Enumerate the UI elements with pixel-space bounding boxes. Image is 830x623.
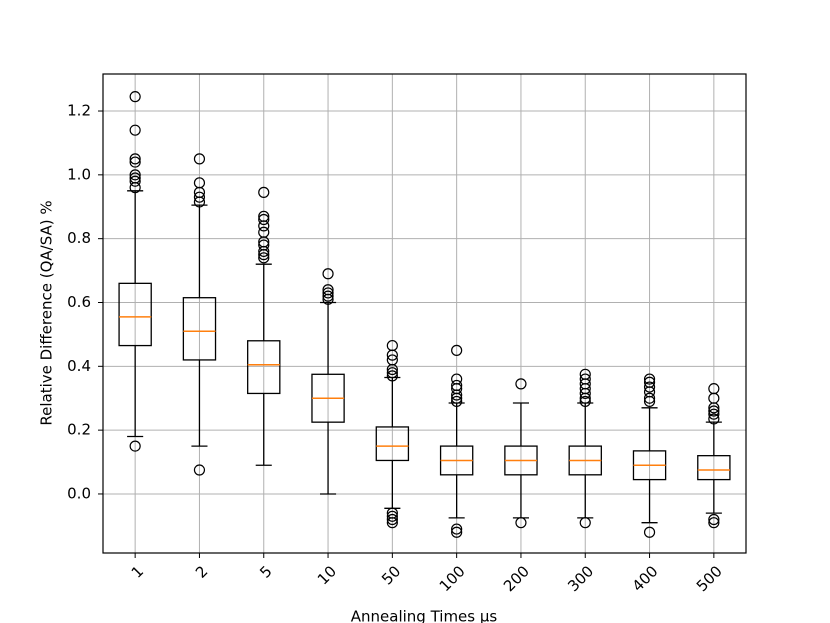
flier <box>451 526 463 538</box>
box <box>247 340 281 395</box>
flier <box>386 510 398 522</box>
flier <box>129 156 141 168</box>
x-tick-label: 10 <box>314 562 340 588</box>
flier <box>193 153 206 165</box>
y-tick-label: 0.6 <box>67 293 91 311</box>
flier <box>386 363 398 376</box>
flier <box>708 405 720 417</box>
flier <box>129 175 141 187</box>
flier <box>129 169 141 181</box>
box <box>182 297 217 361</box>
flier <box>515 378 527 390</box>
flier <box>258 213 270 226</box>
flier <box>193 191 206 203</box>
y-tick-label: 1.2 <box>67 102 91 120</box>
y-tick-label: 0.0 <box>67 484 91 502</box>
y-axis-label: Relative Difference (QA/SA) % <box>38 200 56 425</box>
flier <box>322 268 334 280</box>
flier <box>129 182 141 194</box>
flier <box>322 293 334 305</box>
y-tick-label: 1.0 <box>67 165 91 183</box>
flier <box>193 196 206 208</box>
flier <box>708 517 720 529</box>
x-tick-label: 500 <box>693 562 726 595</box>
flier <box>451 395 463 408</box>
box <box>375 426 410 462</box>
flier <box>386 513 398 526</box>
flier <box>129 124 141 136</box>
flier <box>129 91 141 103</box>
x-tick-label: 300 <box>564 562 597 595</box>
flier <box>579 395 591 408</box>
flier <box>258 249 270 261</box>
plot-frame <box>102 73 747 554</box>
flier <box>386 370 398 382</box>
flier <box>451 389 463 401</box>
flier <box>451 344 463 356</box>
flier <box>129 440 141 452</box>
y-tick-label: 0.2 <box>67 421 91 439</box>
flier <box>322 287 334 299</box>
flier <box>708 402 720 414</box>
flier <box>193 464 206 476</box>
flier <box>708 408 720 420</box>
x-tick-label: 200 <box>500 562 533 595</box>
flier <box>322 290 334 302</box>
x-tick-label: 50 <box>378 562 404 588</box>
box <box>697 455 731 481</box>
flier <box>643 526 656 538</box>
x-tick-label: 100 <box>436 562 469 595</box>
flier <box>515 517 527 529</box>
flier <box>258 186 270 198</box>
flier <box>643 381 656 393</box>
flier <box>129 153 141 165</box>
flier <box>451 523 463 535</box>
x-axis-label: Annealing Times μs <box>351 608 498 623</box>
x-tick-label: 5 <box>256 562 275 581</box>
flier <box>643 373 656 385</box>
flier <box>579 392 591 404</box>
flier <box>643 392 656 404</box>
flier <box>386 349 398 361</box>
flier <box>258 220 270 232</box>
flier <box>258 245 270 258</box>
flier <box>386 367 398 379</box>
x-tick-label: 1 <box>128 562 147 581</box>
flier <box>258 252 270 264</box>
flier <box>708 513 720 526</box>
flier <box>386 517 398 529</box>
flier <box>643 395 656 408</box>
x-tick-label: 2 <box>192 562 211 581</box>
x-tick-label: 400 <box>629 562 662 595</box>
flier <box>708 413 720 425</box>
flier <box>579 387 591 400</box>
flier <box>451 392 463 404</box>
box <box>118 282 152 347</box>
y-tick-label: 0.4 <box>67 357 91 375</box>
y-tick-label: 0.8 <box>67 229 91 247</box>
flier <box>579 517 591 529</box>
